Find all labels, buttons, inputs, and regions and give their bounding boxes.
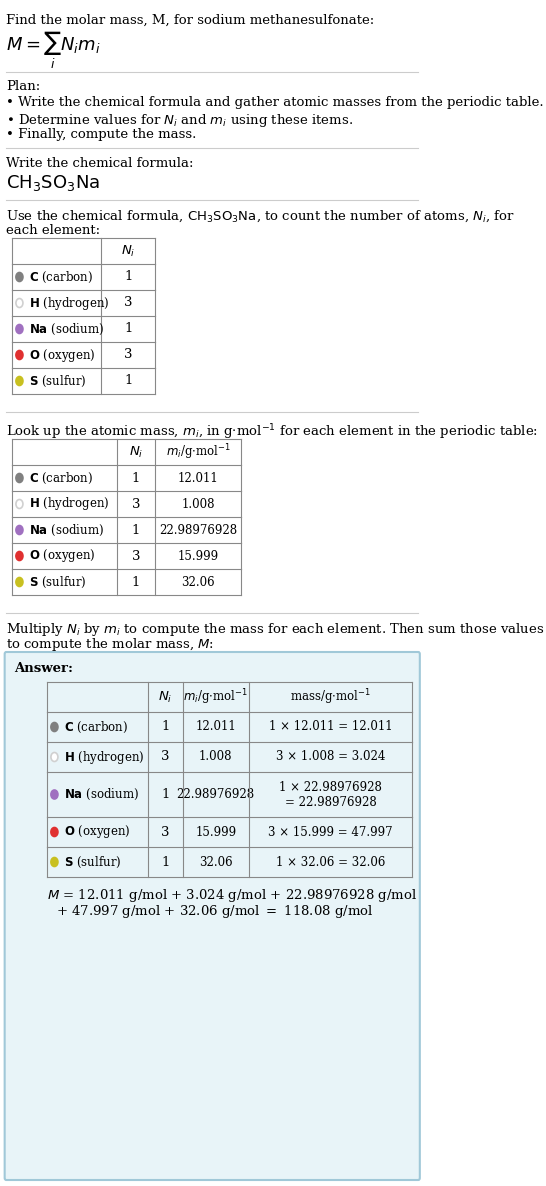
Text: 32.06: 32.06 — [181, 575, 215, 588]
Text: 1: 1 — [124, 375, 133, 388]
Text: 1: 1 — [124, 270, 133, 283]
Text: • Determine values for $N_i$ and $m_i$ using these items.: • Determine values for $N_i$ and $m_i$ u… — [6, 111, 353, 129]
Text: 1 × 32.06 = 32.06: 1 × 32.06 = 32.06 — [276, 855, 385, 868]
Text: • Write the chemical formula and gather atomic masses from the periodic table.: • Write the chemical formula and gather … — [6, 96, 544, 109]
Text: 3: 3 — [132, 549, 140, 562]
Text: 3: 3 — [161, 825, 169, 839]
Text: 1 × 12.011 = 12.011: 1 × 12.011 = 12.011 — [269, 721, 392, 733]
Text: 32.06: 32.06 — [199, 855, 233, 868]
Text: mass/g$\cdot$mol$^{-1}$: mass/g$\cdot$mol$^{-1}$ — [290, 687, 371, 707]
Circle shape — [16, 578, 23, 587]
Text: 3: 3 — [124, 296, 133, 310]
Text: 1 × 22.98976928: 1 × 22.98976928 — [279, 782, 382, 793]
Circle shape — [16, 499, 23, 509]
Text: $\mathbf{O}$ (oxygen): $\mathbf{O}$ (oxygen) — [29, 548, 95, 565]
Text: Answer:: Answer: — [14, 662, 73, 675]
Text: 1.008: 1.008 — [181, 497, 215, 510]
Circle shape — [51, 722, 58, 732]
Text: $\mathbf{C}$ (carbon): $\mathbf{C}$ (carbon) — [29, 471, 93, 485]
Text: 1: 1 — [161, 721, 169, 733]
Text: $m_i$/g$\cdot$mol$^{-1}$: $m_i$/g$\cdot$mol$^{-1}$ — [166, 442, 230, 461]
Text: 12.011: 12.011 — [195, 721, 236, 733]
Text: 15.999: 15.999 — [195, 825, 236, 839]
Text: = 22.98976928: = 22.98976928 — [284, 796, 376, 809]
Text: 1.008: 1.008 — [199, 751, 233, 764]
Text: $\mathrm{CH_3SO_3Na}$: $\mathrm{CH_3SO_3Na}$ — [6, 173, 100, 193]
Circle shape — [16, 376, 23, 385]
Text: 1: 1 — [132, 523, 140, 536]
Text: $\mathbf{S}$ (sulfur): $\mathbf{S}$ (sulfur) — [29, 374, 86, 389]
Text: $M$ = 12.011 g/mol + 3.024 g/mol + 22.98976928 g/mol: $M$ = 12.011 g/mol + 3.024 g/mol + 22.98… — [46, 887, 417, 904]
Text: Use the chemical formula, $\mathrm{CH_3SO_3Na}$, to count the number of atoms, $: Use the chemical formula, $\mathrm{CH_3S… — [6, 209, 515, 224]
Text: 22.98976928: 22.98976928 — [159, 523, 238, 536]
Text: $\mathbf{S}$ (sulfur): $\mathbf{S}$ (sulfur) — [29, 574, 86, 589]
Circle shape — [51, 790, 58, 799]
FancyBboxPatch shape — [5, 652, 420, 1180]
Text: $\mathbf{S}$ (sulfur): $\mathbf{S}$ (sulfur) — [64, 854, 121, 869]
Text: 3: 3 — [124, 349, 133, 362]
Circle shape — [16, 473, 23, 483]
Text: Find the molar mass, M, for sodium methanesulfonate:: Find the molar mass, M, for sodium metha… — [6, 14, 375, 27]
Text: 3: 3 — [161, 751, 169, 764]
Text: $N_i$: $N_i$ — [129, 445, 143, 459]
Text: $\mathbf{O}$ (oxygen): $\mathbf{O}$ (oxygen) — [29, 346, 95, 363]
Text: 3 × 15.999 = 47.997: 3 × 15.999 = 47.997 — [268, 825, 393, 839]
Text: $M = \sum_i N_i m_i$: $M = \sum_i N_i m_i$ — [6, 30, 100, 71]
Text: to compute the molar mass, $M$:: to compute the molar mass, $M$: — [6, 636, 214, 653]
Circle shape — [16, 299, 23, 307]
Text: Multiply $N_i$ by $m_i$ to compute the mass for each element. Then sum those val: Multiply $N_i$ by $m_i$ to compute the m… — [6, 621, 545, 638]
Text: $\mathbf{H}$ (hydrogen): $\mathbf{H}$ (hydrogen) — [64, 748, 144, 765]
Text: $N_i$: $N_i$ — [121, 243, 135, 259]
Text: $\mathbf{O}$ (oxygen): $\mathbf{O}$ (oxygen) — [64, 823, 130, 841]
Text: $\mathbf{C}$ (carbon): $\mathbf{C}$ (carbon) — [29, 269, 93, 285]
Text: each element:: each element: — [6, 224, 100, 237]
Text: 22.98976928: 22.98976928 — [177, 788, 255, 801]
Circle shape — [16, 351, 23, 359]
Text: 15.999: 15.999 — [177, 549, 219, 562]
Text: $\mathbf{Na}$ (sodium): $\mathbf{Na}$ (sodium) — [29, 523, 104, 537]
Text: 3 × 1.008 = 3.024: 3 × 1.008 = 3.024 — [276, 751, 385, 764]
Text: $m_i$/g$\cdot$mol$^{-1}$: $m_i$/g$\cdot$mol$^{-1}$ — [183, 687, 248, 707]
Text: $\mathbf{C}$ (carbon): $\mathbf{C}$ (carbon) — [64, 720, 128, 734]
Text: + 47.997 g/mol + 32.06 g/mol $=$ 118.08 g/mol: + 47.997 g/mol + 32.06 g/mol $=$ 118.08 … — [56, 903, 373, 920]
Circle shape — [51, 828, 58, 836]
Text: 12.011: 12.011 — [178, 472, 218, 485]
Circle shape — [16, 551, 23, 561]
Text: 1: 1 — [161, 855, 169, 868]
Text: Look up the atomic mass, $m_i$, in g$\cdot$mol$^{-1}$ for each element in the pe: Look up the atomic mass, $m_i$, in g$\cd… — [6, 422, 538, 441]
Text: $\mathbf{Na}$ (sodium): $\mathbf{Na}$ (sodium) — [29, 321, 104, 337]
Text: $\mathbf{H}$ (hydrogen): $\mathbf{H}$ (hydrogen) — [29, 294, 109, 312]
Circle shape — [51, 752, 58, 761]
Text: 1: 1 — [161, 788, 169, 801]
Text: 1: 1 — [132, 472, 140, 485]
Text: 1: 1 — [132, 575, 140, 588]
Text: 1: 1 — [124, 323, 133, 336]
Text: Plan:: Plan: — [6, 79, 40, 93]
Text: Write the chemical formula:: Write the chemical formula: — [6, 157, 194, 170]
Text: 3: 3 — [132, 497, 140, 510]
Text: $\mathbf{H}$ (hydrogen): $\mathbf{H}$ (hydrogen) — [29, 496, 109, 512]
Circle shape — [16, 325, 23, 333]
Circle shape — [16, 525, 23, 535]
Text: $\mathbf{Na}$ (sodium): $\mathbf{Na}$ (sodium) — [64, 788, 139, 802]
Circle shape — [16, 273, 23, 281]
Text: $N_i$: $N_i$ — [158, 689, 173, 704]
Circle shape — [51, 857, 58, 867]
Text: • Finally, compute the mass.: • Finally, compute the mass. — [6, 128, 197, 141]
